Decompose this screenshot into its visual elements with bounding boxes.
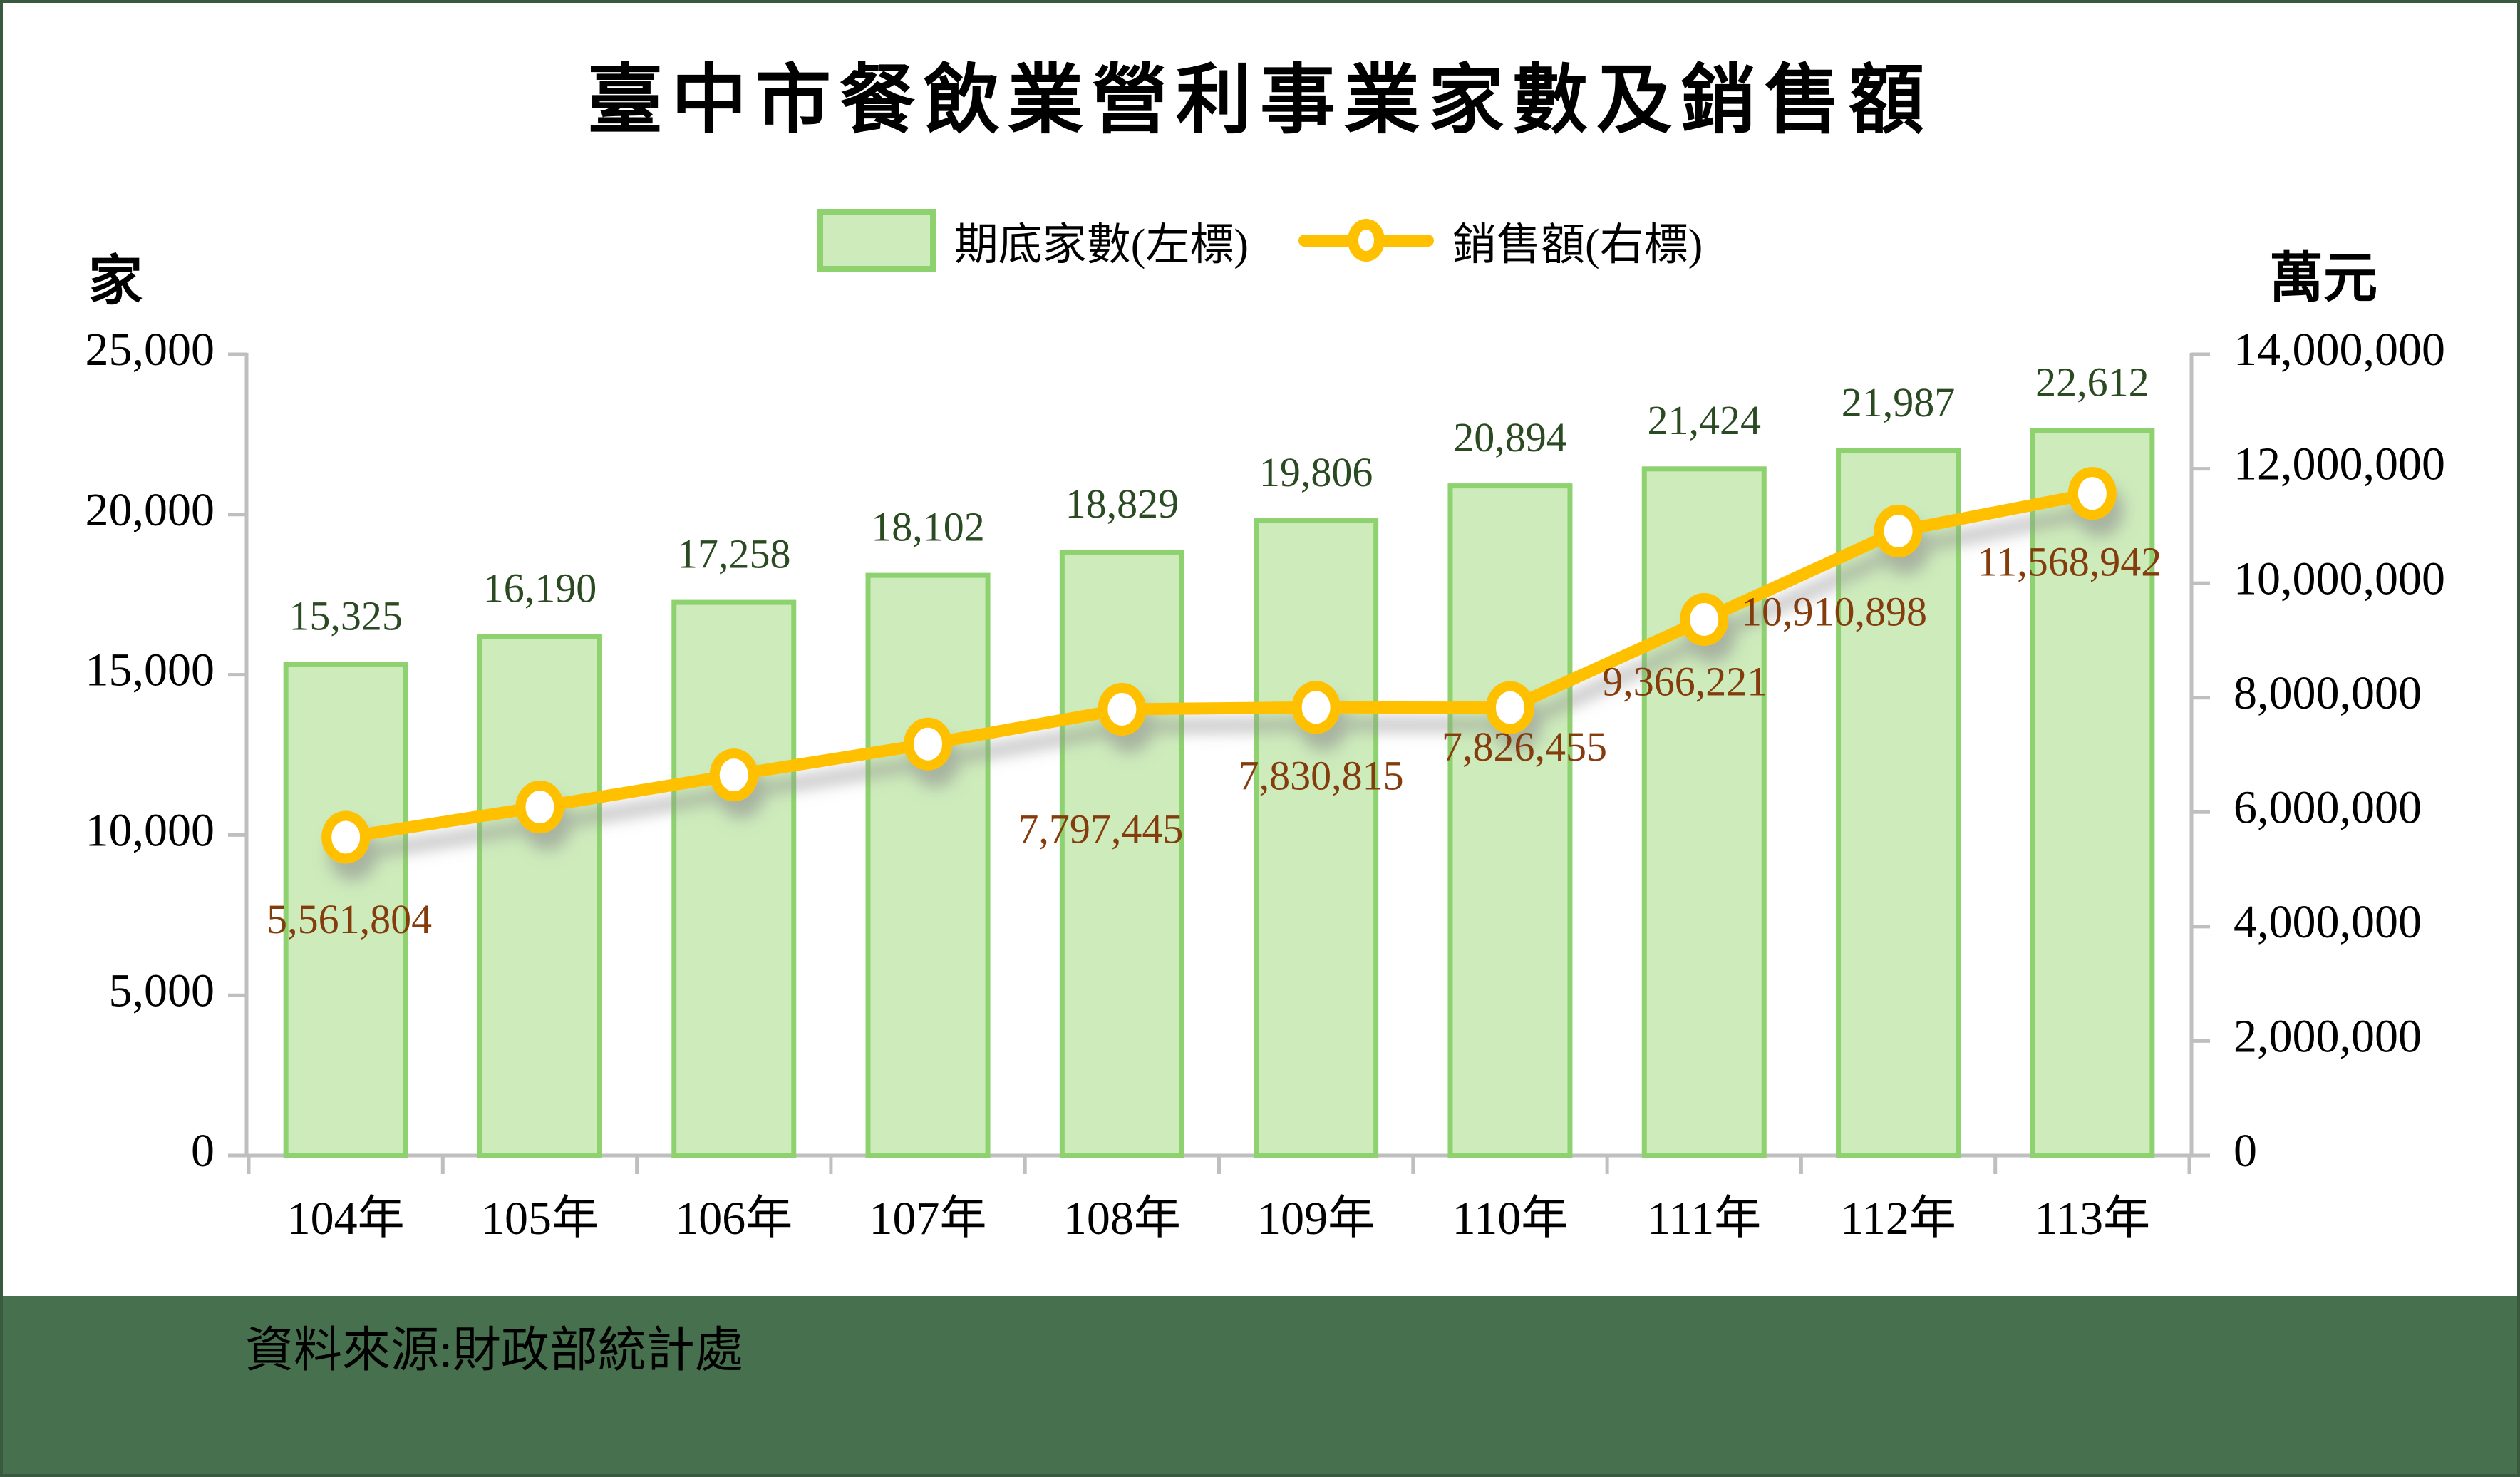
line-marker [709, 748, 758, 802]
line-marker [1098, 682, 1147, 736]
line-value-label: 11,568,942 [1977, 538, 2162, 585]
right-axis-unit-label: 萬元 [2269, 249, 2377, 309]
left-axis-tick-label: 10,000 [86, 805, 215, 857]
sales-line-series [321, 467, 2117, 864]
line-value-label: 7,826,455 [1442, 724, 1607, 770]
line-marker [1291, 681, 1341, 734]
bar-value-label: 21,424 [1648, 397, 1762, 443]
x-axis-label: 104年 [287, 1193, 405, 1245]
bar-value-label: 18,829 [1065, 480, 1179, 527]
bar-series-swatch-icon [817, 209, 936, 272]
legend: 期底家數(左標) 銷售額(右標) [3, 208, 2517, 272]
line-series-swatch-icon [1298, 219, 1434, 262]
line-value-label: 7,797,445 [1018, 806, 1183, 852]
bar-value-label: 18,102 [871, 503, 985, 550]
bar [1641, 466, 1767, 1158]
bar [671, 599, 797, 1158]
line-value-labels: 5,561,804 7,797,445 7,830,815 7,826,455 9,36… [267, 538, 2162, 942]
line-marker [515, 781, 564, 834]
x-axis-label: 108年 [1063, 1193, 1181, 1245]
line-value-label: 10,910,898 [1741, 588, 1927, 634]
source-text: 資料來源:財政部統計處 [245, 1323, 743, 1377]
left-axis-tick-label: 5,000 [109, 964, 215, 1017]
bar [477, 634, 602, 1158]
x-axis-label: 107年 [869, 1193, 987, 1245]
bar-value-label: 20,894 [1453, 414, 1567, 460]
right-axis-tick-label: 8,000,000 [2234, 667, 2422, 719]
right-axis-tick-label: 4,000,000 [2234, 896, 2422, 948]
legend-label-bars: 期底家數(左標) [954, 221, 1249, 269]
x-axis-label: 106年 [675, 1193, 792, 1245]
source-footer: 資料來源:財政部統計處 [3, 1296, 2517, 1474]
right-axis-tick-label: 2,000,000 [2234, 1011, 2422, 1063]
line-marker [904, 717, 953, 771]
x-axis-label: 111年 [1647, 1193, 1761, 1245]
bar [1059, 549, 1184, 1158]
line-value-label: 7,830,815 [1239, 753, 1404, 799]
bar [865, 572, 991, 1158]
legend-label-line: 銷售額(右標) [1452, 221, 1703, 269]
line-marker [1485, 681, 1534, 734]
line-marker [1874, 505, 1923, 558]
x-axis-label: 110年 [1452, 1193, 1569, 1245]
bar-value-label: 22,612 [2035, 359, 2149, 406]
line-marker [321, 810, 371, 864]
combo-chart: 0 5,000 10,000 15,000 20,000 25,000 0 2,000,000… [86, 324, 2446, 1245]
bar [283, 662, 408, 1158]
line-marker-icon [1348, 219, 1385, 262]
bar [1836, 448, 1961, 1158]
right-axis-tick-label: 6,000,000 [2234, 781, 2422, 833]
right-axis-tick-label: 14,000,000 [2234, 324, 2445, 376]
right-axis-tick-label: 0 [2234, 1125, 2257, 1177]
x-axis-label: 112年 [1840, 1193, 1956, 1245]
bar-value-label: 16,190 [483, 565, 597, 611]
bar-value-label: 19,806 [1259, 449, 1373, 495]
bar-value-label: 17,258 [677, 530, 791, 577]
bar-value-label: 21,987 [1842, 379, 1956, 426]
left-axis-tick-label: 25,000 [86, 324, 215, 376]
left-axis-tick-label: 20,000 [86, 484, 215, 536]
line-marker [1680, 593, 1729, 647]
sales-line [339, 487, 2099, 843]
left-axis-unit-label: 家 [88, 252, 143, 312]
legend-item-line: 銷售額(右標) [1298, 208, 1703, 272]
x-axis-label: 113年 [2035, 1193, 2151, 1245]
bar [1447, 483, 1573, 1158]
bar-series: 15,325 16,190 17,258 18,102 18,829 19,806 20,8… [283, 359, 2155, 1158]
left-axis-tick-label: 0 [191, 1125, 215, 1177]
line-value-label: 5,561,804 [267, 896, 432, 942]
right-axis-tick-label: 10,000,000 [2234, 552, 2445, 604]
left-axis-tick-label: 15,000 [86, 644, 215, 696]
x-axis-label: 105年 [481, 1193, 599, 1245]
axes: 0 5,000 10,000 15,000 20,000 25,000 0 2,000,000… [86, 324, 2446, 1245]
chart-title: 臺中市餐飲業營利事業家數及銷售額 [587, 59, 1933, 143]
right-axis-tick-label: 12,000,000 [2234, 438, 2445, 490]
legend-item-bars: 期底家數(左標) [817, 208, 1249, 272]
bar [2030, 428, 2155, 1158]
bar [1254, 518, 1379, 1158]
x-axis-label: 109年 [1257, 1193, 1375, 1245]
line-value-label: 9,366,221 [1602, 658, 1767, 704]
line-marker [2067, 467, 2117, 520]
bar-value-label: 15,325 [289, 592, 403, 639]
